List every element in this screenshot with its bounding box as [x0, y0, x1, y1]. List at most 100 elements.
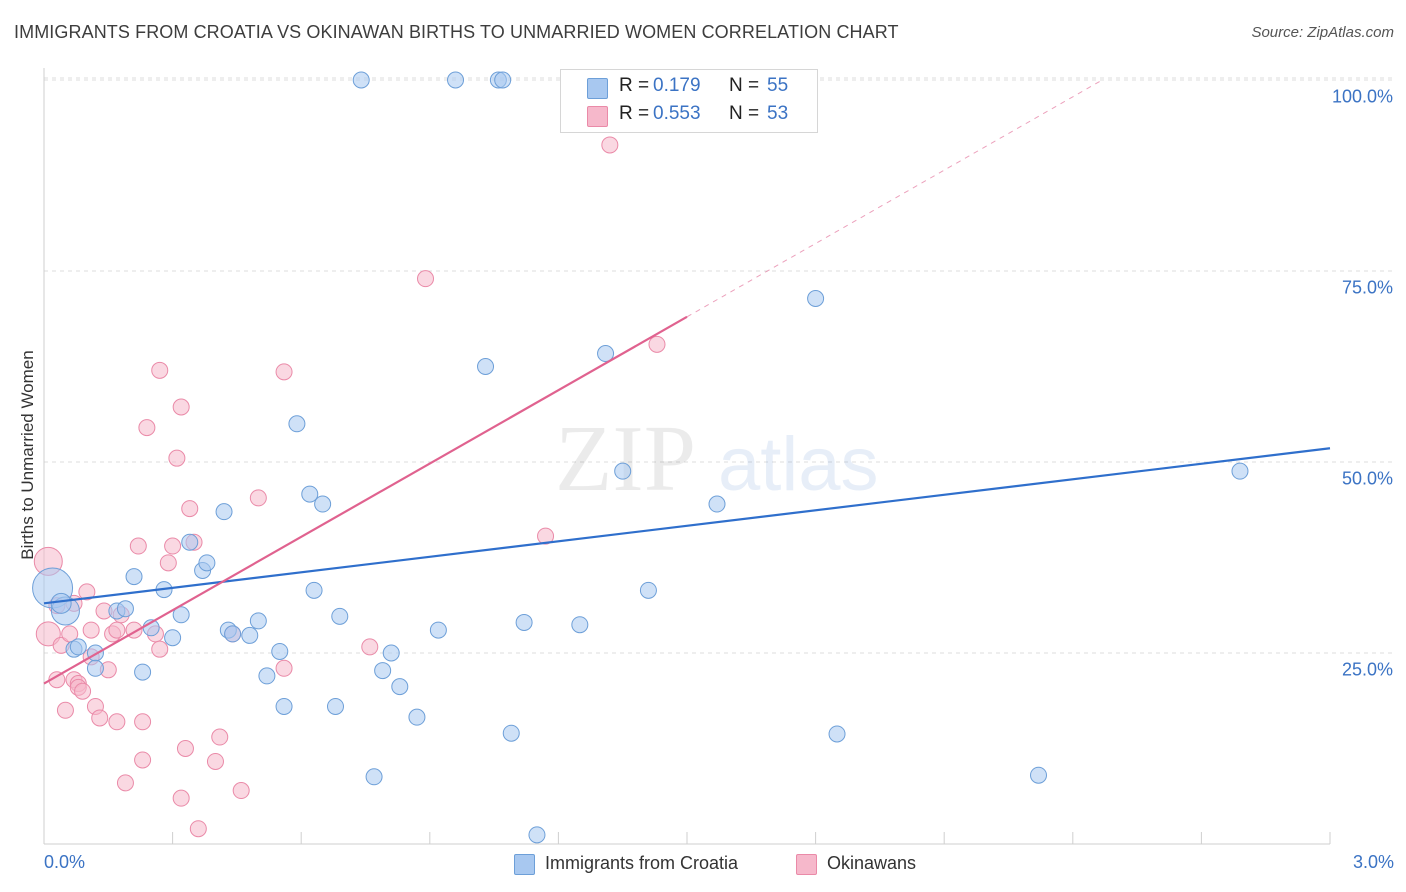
croatia-point — [271, 642, 289, 660]
croatia-point — [224, 625, 242, 643]
okinawan-point — [108, 713, 126, 731]
okinawan-point — [537, 527, 555, 545]
okinawan-point — [78, 583, 96, 601]
croatia-point — [515, 613, 533, 631]
croatia-point — [614, 462, 632, 480]
okinawan-point — [151, 640, 169, 658]
y-tick-50: 50.0% — [1341, 468, 1393, 489]
croatia-point — [134, 663, 152, 681]
okinawan-point — [168, 449, 186, 467]
croatia-point — [50, 592, 72, 614]
okinawan-point — [275, 363, 293, 381]
croatia-point — [116, 600, 134, 618]
okinawan-point — [206, 752, 224, 770]
legend-r-value: 0.179 — [653, 75, 701, 96]
bottom-legend-swatch-blue — [514, 854, 535, 875]
croatia-point — [429, 621, 447, 639]
okinawan-point — [189, 820, 207, 838]
watermark-zip: ZIP — [555, 407, 696, 511]
okinawan-point — [116, 774, 134, 792]
croatia-point — [352, 71, 370, 89]
croatia-point — [215, 503, 233, 521]
okinawan-point — [129, 537, 147, 555]
source-credit: Source: ZipAtlas.com — [1251, 24, 1394, 41]
croatia-point — [365, 768, 383, 786]
okinawan-point — [601, 136, 619, 154]
legend-r-value: 0.553 — [653, 103, 701, 124]
okinawan-point — [249, 489, 267, 507]
okinawan-point — [108, 621, 126, 639]
y-tick-75: 75.0% — [1341, 277, 1393, 298]
zipatlas-watermark: ZIP atlas — [555, 407, 879, 511]
croatia-point — [331, 607, 349, 625]
legend-r-label: R = — [619, 75, 650, 96]
okinawan-trend-line — [43, 315, 688, 685]
croatia-point — [301, 485, 319, 503]
okinawan-point — [56, 701, 74, 719]
okinawan-point — [159, 554, 177, 572]
croatia-point — [69, 638, 87, 656]
legend-n-value: 55 — [767, 75, 789, 96]
croatia-point — [181, 533, 199, 551]
x-tick-min: 0.0% — [44, 852, 86, 872]
correlation-legend: R = 0.179 N = 55 R = 0.553 N = 53 — [560, 69, 818, 133]
legend-r-label: R = — [619, 103, 650, 124]
okinawan-point — [172, 789, 190, 807]
croatia-point — [1231, 462, 1249, 480]
watermark-atlas: atlas — [718, 422, 879, 507]
legend-n-label: N = — [729, 75, 760, 96]
croatia-point — [571, 616, 589, 634]
legend-swatch-blue — [587, 78, 608, 99]
croatia-point — [708, 495, 726, 513]
y-axis-label: Births to Unmarried Women — [18, 350, 37, 560]
croatia-point — [597, 345, 615, 363]
y-tick-100: 100.0% — [1331, 86, 1393, 107]
okinawan-point — [176, 740, 194, 757]
bottom-legend-label-okinawans: Okinawans — [827, 853, 917, 873]
okinawan-point — [35, 621, 61, 647]
okinawan-point — [134, 751, 152, 769]
croatia-point — [502, 724, 520, 742]
croatia-point — [494, 71, 512, 89]
chart-title: IMMIGRANTS FROM CROATIA VS OKINAWAN BIRT… — [14, 22, 899, 42]
croatia-point — [374, 662, 392, 680]
okinawan-point — [138, 419, 156, 437]
croatia-point — [314, 495, 332, 513]
croatia-point — [382, 644, 400, 662]
grid-lines — [44, 77, 1394, 654]
okinawan-point — [151, 361, 169, 379]
okinawan-point — [648, 335, 666, 353]
croatia-point — [86, 659, 104, 677]
okinawan-point — [74, 682, 92, 700]
okinawan-point — [361, 638, 379, 656]
legend-n-label: N = — [729, 103, 760, 124]
croatia-point — [125, 568, 143, 586]
trend-lines — [43, 79, 1331, 685]
x-tick-max: 3.0% — [1352, 852, 1394, 872]
okinawan-point — [417, 270, 435, 288]
croatia-point — [275, 697, 293, 715]
croatia-point — [408, 708, 426, 726]
croatia-point — [807, 290, 825, 308]
croatia-point — [172, 606, 190, 624]
croatia-points — [32, 71, 1249, 844]
legend-swatch-pink — [587, 106, 608, 127]
okinawan-point — [82, 621, 100, 639]
croatia-point — [288, 415, 306, 433]
y-tick-25: 25.0% — [1341, 659, 1393, 680]
okinawan-point — [164, 537, 182, 555]
croatia-point — [828, 725, 846, 743]
croatia-point — [639, 581, 657, 599]
croatia-point — [391, 678, 409, 696]
croatia-point — [447, 71, 465, 89]
croatia-point — [477, 358, 495, 375]
legend-n-value: 53 — [767, 103, 789, 124]
okinawan-point — [91, 709, 109, 727]
croatia-point — [326, 697, 344, 715]
okinawan-point — [134, 713, 152, 731]
croatia-point — [528, 826, 546, 844]
croatia-trend-line — [43, 447, 1331, 605]
croatia-point — [249, 612, 267, 630]
okinawan-point — [172, 398, 190, 416]
